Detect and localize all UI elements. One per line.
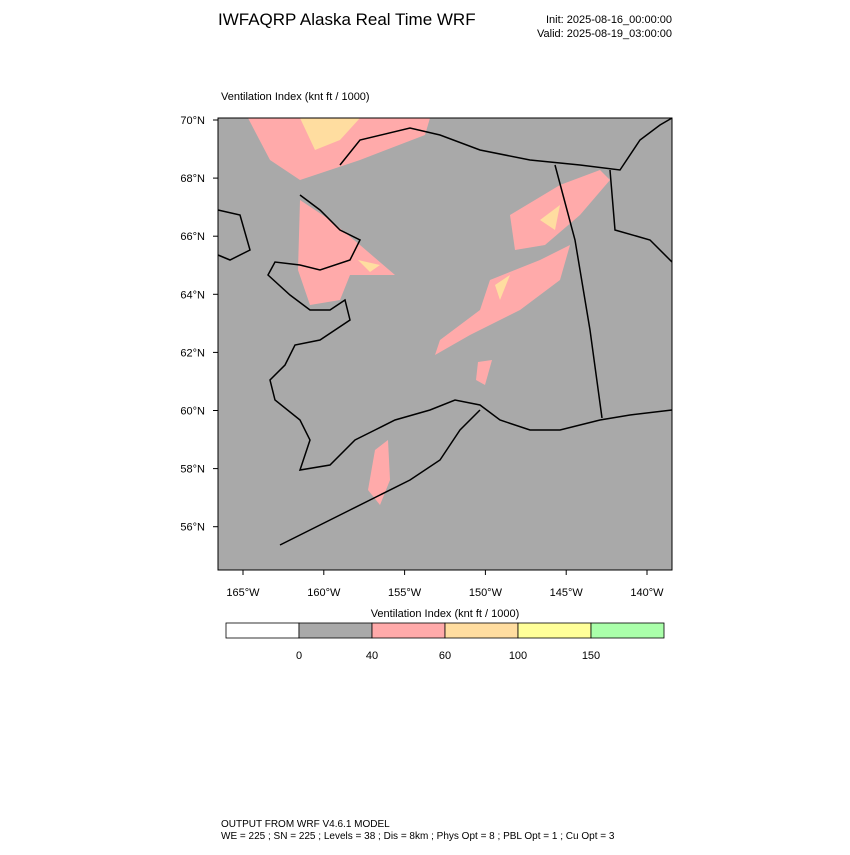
colorbar-label: 0 (296, 650, 302, 662)
lat-label: 62°N (180, 347, 205, 359)
colorbar-label: 60 (439, 650, 451, 662)
map (217, 117, 673, 571)
title: IWFAQRP Alaska Real Time WRF (218, 10, 476, 29)
footer-line: WE = 225 ; SN = 225 ; Levels = 38 ; Dis … (221, 831, 615, 842)
index-areas-high (300, 118, 560, 300)
lat-label: 64°N (180, 289, 205, 301)
lon-label: 140°W (630, 587, 664, 599)
colorbar-box (517, 622, 592, 639)
lat-label: 66°N (180, 231, 205, 243)
colorbar: 0 40 60 100 150 (225, 622, 665, 662)
colorbar-title: Ventilation Index (knt ft / 1000) (371, 608, 520, 620)
lon-label: 165°W (226, 587, 260, 599)
init-time: Init: 2025-08-16_00:00:00 (546, 14, 672, 26)
colorbar-box (371, 622, 446, 639)
colorbar-label: 40 (366, 650, 378, 662)
lat-label: 60°N (180, 406, 205, 418)
colorbar-box (444, 622, 519, 639)
field-label: Ventilation Index (knt ft / 1000) (221, 91, 370, 103)
footer-line: OUTPUT FROM WRF V4.6.1 MODEL (221, 819, 390, 830)
coastlines (217, 117, 673, 546)
lat-label: 68°N (180, 173, 205, 185)
lon-label: 160°W (307, 587, 341, 599)
lon-label: 155°W (388, 587, 422, 599)
map-frame (217, 117, 673, 571)
valid-time: Valid: 2025-08-19_03:00:00 (537, 28, 672, 40)
colorbar-box (225, 622, 300, 639)
lat-labels: 70°N 68°N 66°N 64°N 62°N 60°N 58°N 56°N (180, 115, 218, 534)
lat-label: 70°N (180, 115, 205, 127)
lon-labels: 165°W 160°W 155°W 150°W 145°W 140°W (226, 570, 664, 599)
colorbar-label: 100 (509, 650, 527, 662)
colorbar-label: 150 (582, 650, 600, 662)
lon-label: 150°W (469, 587, 503, 599)
colorbar-box (298, 622, 373, 639)
lon-label: 145°W (550, 587, 584, 599)
lat-label: 58°N (180, 464, 205, 476)
colorbar-box (590, 622, 665, 639)
lat-label: 56°N (180, 522, 205, 534)
